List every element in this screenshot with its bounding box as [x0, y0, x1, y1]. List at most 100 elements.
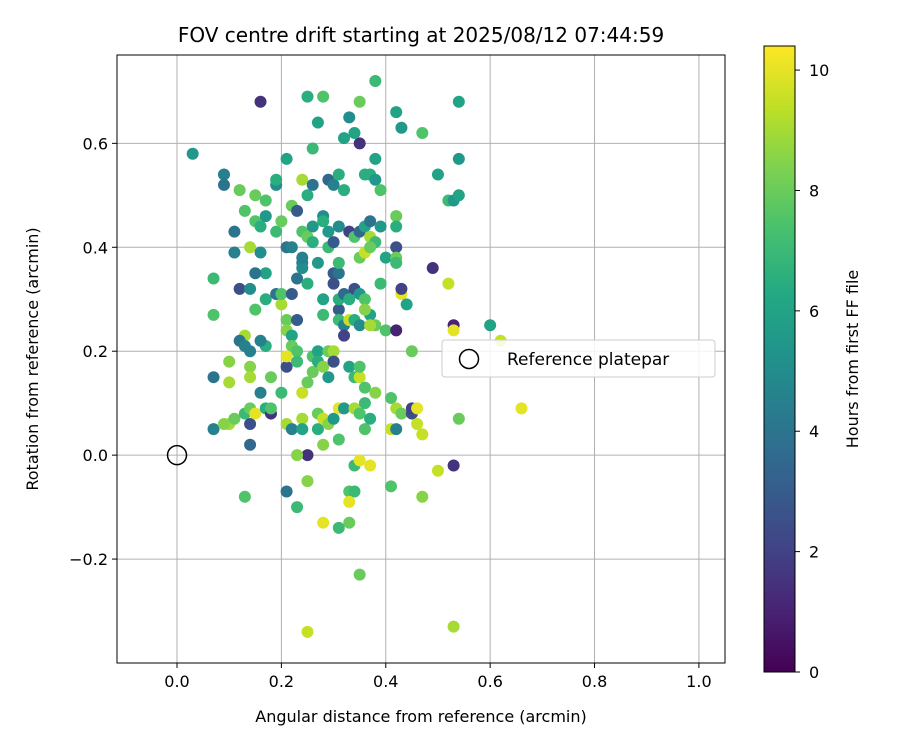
data-point	[338, 402, 351, 415]
data-point	[207, 272, 220, 285]
data-point	[207, 308, 220, 321]
data-point	[244, 241, 257, 254]
data-point	[233, 184, 246, 197]
data-point	[301, 475, 314, 488]
y-tick-label: 0.0	[83, 446, 108, 465]
data-point	[249, 267, 262, 280]
data-point	[233, 282, 246, 295]
data-point	[452, 152, 465, 165]
data-point	[317, 215, 330, 228]
data-point	[301, 277, 314, 290]
colorbar-gradient	[763, 45, 796, 673]
data-point	[338, 184, 351, 197]
data-point	[332, 220, 345, 233]
data-point	[343, 360, 356, 373]
data-point	[238, 204, 251, 217]
data-point	[332, 256, 345, 269]
data-point	[291, 314, 304, 327]
data-point	[301, 449, 314, 462]
x-tick-label: 0.8	[582, 672, 607, 691]
data-point	[384, 391, 397, 404]
data-point	[374, 277, 387, 290]
data-point	[264, 371, 277, 384]
data-point	[249, 303, 262, 316]
data-point	[270, 225, 283, 238]
data-point	[306, 178, 319, 191]
data-point	[228, 246, 241, 259]
data-point	[348, 485, 361, 498]
chart-title: FOV centre drift starting at 2025/08/12 …	[178, 23, 664, 47]
colorbar-tick-label: 8	[809, 181, 819, 200]
data-point	[217, 168, 230, 181]
data-point	[400, 298, 413, 311]
colorbar-tick-label: 0	[809, 663, 819, 682]
colorbar-tick-label: 4	[809, 422, 819, 441]
data-point	[249, 189, 262, 202]
x-tick-label: 1.0	[686, 672, 711, 691]
data-point	[332, 433, 345, 446]
data-point	[416, 126, 429, 139]
data-point	[353, 568, 366, 581]
data-point	[275, 298, 288, 311]
data-point	[411, 402, 424, 415]
data-point	[358, 381, 371, 394]
data-point	[275, 386, 288, 399]
data-point	[296, 423, 309, 436]
legend-box	[441, 339, 716, 378]
colorbar-ticks: 0 2 4 6 8 10	[795, 61, 829, 682]
data-point	[296, 262, 309, 275]
x-tick-label: 0.4	[373, 672, 398, 691]
data-point	[207, 423, 220, 436]
data-point	[390, 106, 403, 119]
data-point	[395, 121, 408, 134]
data-point	[217, 417, 230, 430]
data-point	[369, 152, 382, 165]
data-point	[217, 178, 230, 191]
data-point	[484, 319, 497, 332]
data-point	[327, 345, 340, 358]
data-point	[280, 485, 293, 498]
data-point	[343, 516, 356, 529]
data-point	[327, 412, 340, 425]
y-axis-label: Rotation from reference (arcmin)	[23, 227, 42, 490]
data-point	[244, 371, 257, 384]
data-points	[186, 74, 528, 638]
data-point	[390, 220, 403, 233]
data-point	[311, 116, 324, 129]
data-point	[447, 324, 460, 337]
data-point	[374, 184, 387, 197]
data-point	[285, 288, 298, 301]
data-point	[275, 288, 288, 301]
y-axis: −0.2 0.0 0.2 0.4 0.6	[69, 134, 117, 569]
data-point	[296, 173, 309, 186]
data-point	[343, 293, 356, 306]
data-point	[515, 402, 528, 415]
data-point	[244, 417, 257, 430]
data-point	[369, 386, 382, 399]
data-point	[207, 371, 220, 384]
colorbar: 0 2 4 6 8 10 Hours from first FF file	[763, 45, 862, 682]
data-point	[259, 267, 272, 280]
data-point	[431, 168, 444, 181]
x-axis-label: Angular distance from reference (arcmin)	[255, 707, 586, 726]
data-point	[280, 360, 293, 373]
data-point	[364, 215, 377, 228]
data-point	[447, 620, 460, 633]
data-point	[291, 345, 304, 358]
data-point	[364, 241, 377, 254]
data-point	[332, 168, 345, 181]
data-point	[353, 360, 366, 373]
data-point	[301, 90, 314, 103]
data-point	[238, 490, 251, 503]
data-point	[317, 360, 330, 373]
data-point	[254, 386, 267, 399]
data-point	[343, 495, 356, 508]
data-point	[306, 365, 319, 378]
data-point	[291, 272, 304, 285]
data-point	[317, 308, 330, 321]
data-point	[353, 319, 366, 332]
data-point	[306, 220, 319, 233]
data-point	[259, 293, 272, 306]
data-point	[332, 521, 345, 534]
